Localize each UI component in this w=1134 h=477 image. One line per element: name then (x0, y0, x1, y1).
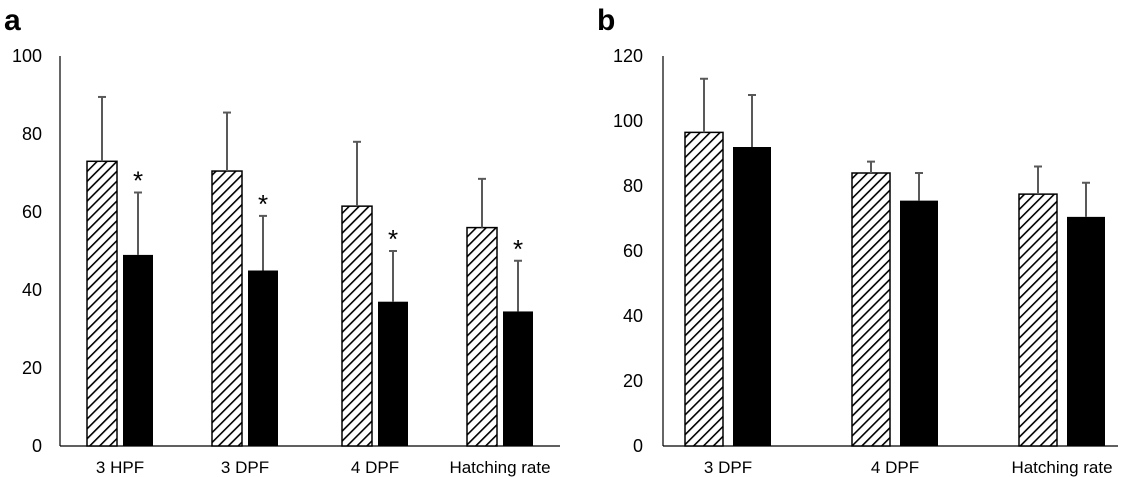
bar-hatched (684, 131, 724, 447)
x-category-label: 4 DPF (351, 458, 399, 477)
y-tick-label: 60 (623, 241, 643, 261)
significance-marker: * (133, 166, 143, 196)
panel-letter: a (4, 4, 21, 37)
y-tick-label: 0 (32, 436, 42, 456)
bar-solid (733, 147, 771, 446)
x-category-label: Hatching rate (449, 458, 550, 477)
y-tick-label: 80 (623, 176, 643, 196)
y-tick-label: 20 (22, 358, 42, 378)
y-tick-label: 40 (623, 306, 643, 326)
significance-marker: * (513, 234, 523, 264)
y-tick-label: 20 (623, 371, 643, 391)
y-tick-label: 100 (12, 46, 42, 66)
y-tick-label: 100 (613, 111, 643, 131)
x-category-label: 4 DPF (871, 458, 919, 477)
bar-hatched (211, 170, 243, 447)
y-tick-label: 60 (22, 202, 42, 222)
panel-letter: b (597, 4, 615, 37)
y-tick-label: 0 (633, 436, 643, 456)
panel-a: a 0 20 40 60 80 100 * 3 HPF * 3 DPF * 4 DPF * Hatching… (4, 4, 560, 477)
y-tick-label: 80 (22, 124, 42, 144)
significance-marker: * (388, 224, 398, 254)
bar-solid (1067, 216, 1105, 446)
y-tick-label: 120 (613, 46, 643, 66)
panel-b: b 0 20 40 60 80 100 120 3 DPF 4 DPF Hatching rate (597, 4, 1118, 477)
bar-solid (248, 270, 278, 446)
bar-hatched (466, 226, 498, 447)
bar-hatched (86, 160, 118, 447)
x-category-label: 3 DPF (221, 458, 269, 477)
bar-hatched (1018, 193, 1058, 447)
y-tick-label: 40 (22, 280, 42, 300)
bar-solid (900, 200, 938, 446)
x-category-label: Hatching rate (1011, 458, 1112, 477)
bar-solid (123, 254, 153, 446)
x-category-label: 3 DPF (704, 458, 752, 477)
bar-hatched (851, 172, 891, 447)
bar-hatched (341, 205, 373, 447)
bar-solid (378, 301, 408, 446)
significance-marker: * (258, 189, 268, 219)
bar-solid (503, 311, 533, 446)
x-category-label: 3 HPF (96, 458, 144, 477)
